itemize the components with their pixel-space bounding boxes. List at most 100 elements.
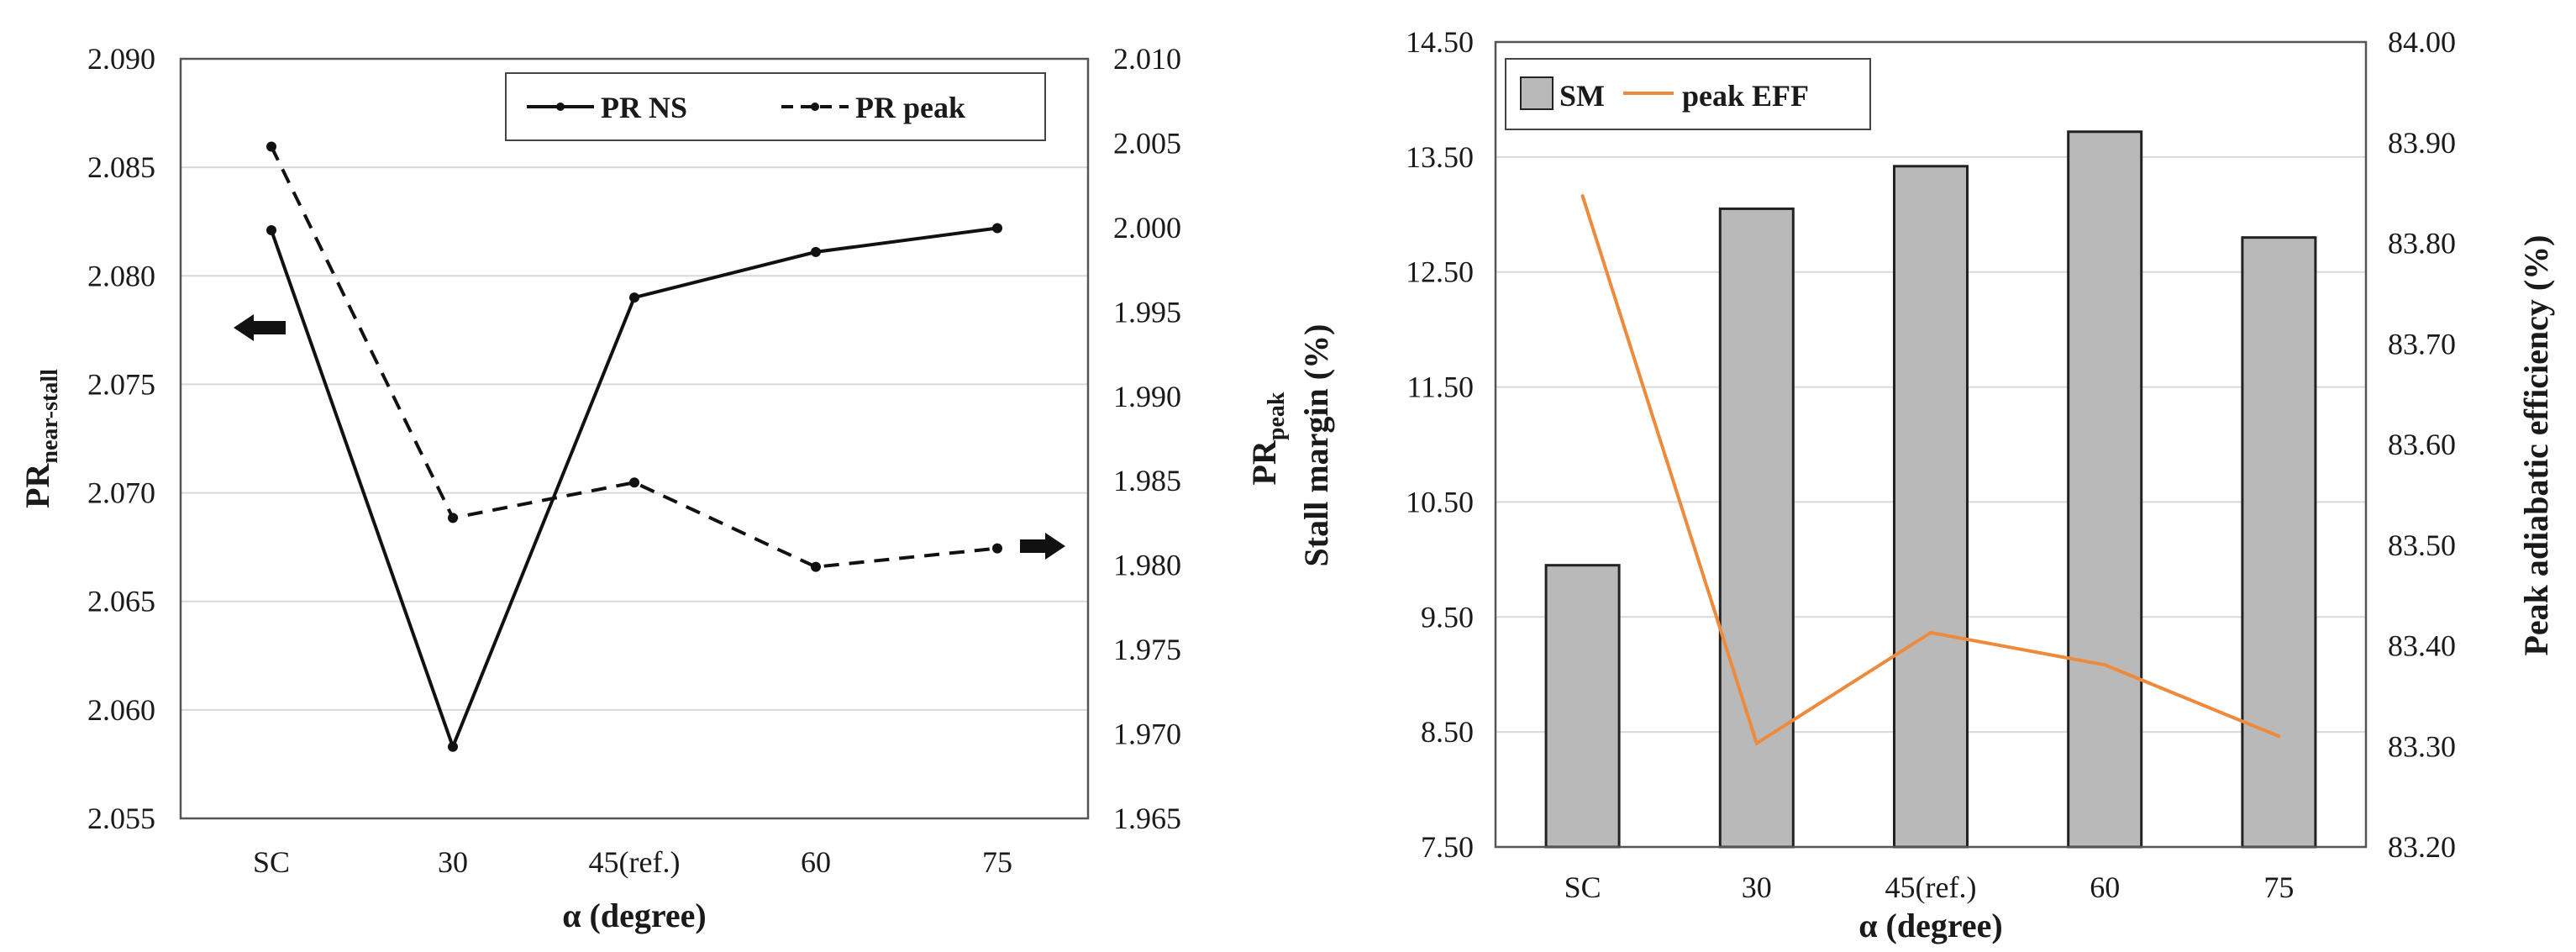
- peak-eff-point: [1929, 630, 1932, 634]
- left-chart-ytick-right: 1.995: [1113, 295, 1181, 329]
- right-chart-ytick-left: 9.50: [1421, 600, 1474, 634]
- left-chart-ytick-right: 2.010: [1113, 42, 1181, 76]
- right-axis-arrow-icon: [1020, 533, 1065, 560]
- right-chart-ytick-right: 83.70: [2388, 327, 2456, 360]
- left-chart-left-ticks: 2.055 2.060 2.065 2.070 2.075 2.080 2.085 2.090: [87, 42, 155, 835]
- peak-eff-point: [2103, 663, 2107, 667]
- peak-eff-point: [2277, 734, 2281, 739]
- right-chart-bars: [1544, 130, 2317, 849]
- peak-eff-point: [1754, 741, 1759, 745]
- right-chart-left-ticks: 7.50 8.50 9.50 10.50 11.50 12.50 13.50 14.50: [1406, 25, 1474, 864]
- legend-pr-peak-marker-icon: [811, 103, 819, 111]
- left-chart: 2.055 2.060 2.065 2.070 2.075 2.080 2.085 2.090…: [18, 42, 1290, 934]
- right-chart-ytick-right: 83.50: [2388, 529, 2456, 562]
- left-chart-ytick-right: 2.000: [1113, 211, 1181, 245]
- left-chart-xlabel: α (degree): [562, 897, 707, 934]
- left-chart-ytick-left: 2.085: [87, 150, 155, 184]
- right-chart-ytick-left: 10.50: [1406, 485, 1474, 518]
- right-chart-plot-area: [1494, 40, 2368, 849]
- right-chart-ylabel-right: Peak adiabatic efficiency (%): [2517, 235, 2555, 656]
- right-chart-ytick-left: 14.50: [1406, 25, 1474, 59]
- left-chart-ytick-right: 1.975: [1113, 633, 1181, 666]
- sm-bar: [1544, 564, 1621, 849]
- left-chart-ytick-right: 1.985: [1113, 464, 1181, 497]
- left-chart-gridlines: [181, 166, 1088, 711]
- right-chart-xtick: 75: [2263, 870, 2294, 904]
- sm-bar: [2241, 236, 2317, 849]
- right-chart-xlabel: α (degree): [1858, 907, 2003, 944]
- pr-ns-point: [992, 223, 1002, 234]
- sm-bar: [1718, 207, 1795, 849]
- left-chart-series: [266, 141, 1002, 752]
- right-chart-ytick-right: 84.00: [2388, 25, 2456, 59]
- left-chart-ytick-right: 2.005: [1113, 126, 1181, 160]
- sm-bar: [1892, 165, 1969, 849]
- left-chart-ylabel-left: PRnear-stall: [18, 369, 63, 508]
- pr-peak-point: [448, 513, 458, 523]
- right-chart-ytick-left: 8.50: [1421, 715, 1474, 749]
- right-legend-box: [1505, 58, 1871, 130]
- right-chart-xtick: 45(ref.): [1885, 870, 1977, 904]
- right-chart-x-ticks: SC 30 45(ref.) 60 75: [1564, 870, 2295, 904]
- left-chart-ytick-right: 1.965: [1113, 802, 1181, 835]
- right-chart-ytick-right: 83.30: [2388, 729, 2456, 763]
- left-chart-ytick-left: 2.090: [87, 42, 155, 76]
- legend-sm-swatch-icon: [1520, 76, 1553, 110]
- right-chart-xtick: 30: [1742, 870, 1772, 904]
- pr-peak-line: [270, 145, 998, 569]
- left-chart-ytick-left: 2.070: [87, 476, 155, 510]
- left-chart-xtick: 60: [801, 845, 831, 879]
- pr-ns-point: [266, 225, 276, 236]
- pr-ns-point: [448, 741, 458, 752]
- legend-peak-eff-label: peak EFF: [1682, 79, 1809, 113]
- right-chart-ylabel-left: Stall margin (%): [1297, 324, 1335, 567]
- pr-peak-point: [811, 561, 821, 572]
- left-chart-xtick: 75: [982, 845, 1012, 879]
- right-chart-ytick-right: 83.40: [2388, 629, 2456, 663]
- left-chart-ylabel-right: PRpeak: [1245, 392, 1290, 485]
- legend-pr-peak-label: PR peak: [855, 91, 965, 124]
- left-chart-plot-area: [179, 57, 1090, 820]
- left-legend-box: [505, 72, 1046, 141]
- left-chart-ytick-right: 1.970: [1113, 718, 1181, 751]
- left-chart-legend: PR NS PR peak: [505, 72, 1046, 141]
- left-chart-ytick-left: 2.075: [87, 367, 155, 401]
- right-chart-right-ticks: 83.20 83.30 83.40 83.50 83.60 83.70 83.80 83.90…: [2388, 25, 2456, 864]
- right-chart-ytick-left: 7.50: [1421, 830, 1474, 864]
- left-chart-ytick-right: 1.980: [1113, 549, 1181, 582]
- right-chart-ytick-left: 11.50: [1406, 371, 1474, 404]
- legend-pr-ns-marker-icon: [556, 103, 565, 111]
- right-chart-xtick: 60: [2090, 870, 2120, 904]
- left-axis-arrow-icon: [234, 314, 286, 341]
- legend-sm-label: SM: [1559, 79, 1605, 113]
- left-chart-ytick-right: 1.990: [1113, 380, 1181, 413]
- left-chart-xtick: SC: [253, 845, 290, 879]
- left-chart-ytick-left: 2.060: [87, 693, 155, 727]
- left-chart-xtick: 30: [438, 845, 468, 879]
- left-chart-xtick: 45(ref.): [589, 845, 681, 879]
- right-chart-legend: SM peak EFF: [1505, 58, 1871, 130]
- right-chart: 7.50 8.50 9.50 10.50 11.50 12.50 13.50 14.50 83…: [1297, 25, 2555, 944]
- left-chart-ytick-left: 2.055: [87, 802, 155, 835]
- right-chart-ytick-right: 83.80: [2388, 227, 2456, 260]
- left-chart-x-ticks: SC 30 45(ref.) 60 75: [253, 845, 1012, 879]
- sm-bar: [2067, 130, 2143, 849]
- pr-peak-point: [992, 543, 1002, 554]
- right-chart-ytick-right: 83.60: [2388, 428, 2456, 461]
- left-chart-right-ticks: 1.965 1.970 1.975 1.980 1.985 1.990 1.995 2.000…: [1113, 42, 1181, 835]
- right-chart-ytick-right: 83.90: [2388, 126, 2456, 160]
- pr-peak-point: [629, 477, 639, 488]
- right-chart-ytick-right: 83.20: [2388, 830, 2456, 864]
- legend-pr-ns-label: PR NS: [601, 91, 687, 124]
- pr-ns-point: [811, 246, 821, 257]
- left-chart-ytick-left: 2.080: [87, 259, 155, 292]
- pr-ns-point: [629, 292, 639, 303]
- left-chart-ytick-left: 2.065: [87, 585, 155, 618]
- pr-peak-point: [266, 141, 276, 152]
- right-chart-efficiency-line: [1580, 194, 2281, 746]
- right-chart-ytick-left: 12.50: [1406, 255, 1474, 289]
- right-chart-ytick-left: 13.50: [1406, 140, 1474, 174]
- right-chart-xtick: SC: [1564, 870, 1601, 904]
- peak-eff-point: [1580, 194, 1585, 198]
